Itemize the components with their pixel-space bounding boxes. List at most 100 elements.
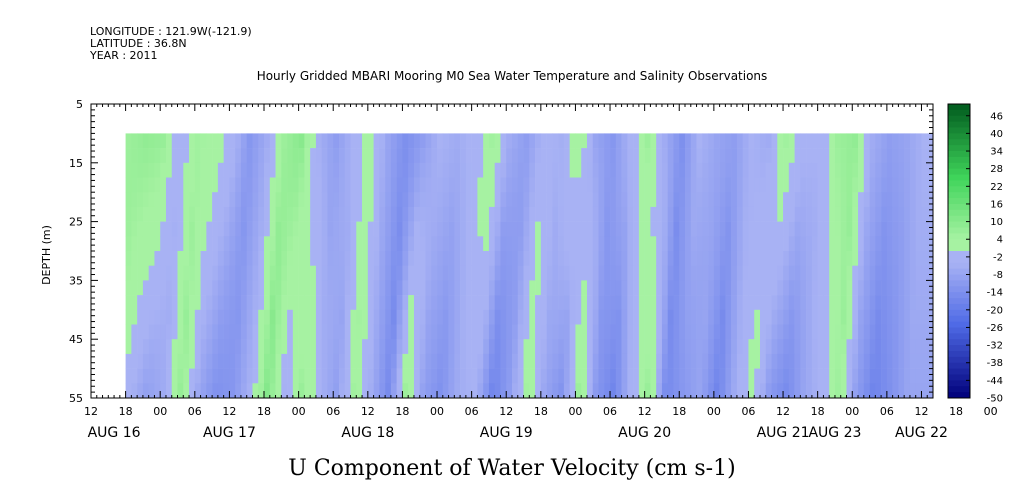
heatmap-cell [402,383,409,399]
heatmap-cell [229,368,236,384]
heatmap-cell [252,353,259,369]
heatmap-cell [736,236,743,252]
heatmap-cell [817,251,824,266]
heatmap-cell [823,148,830,164]
heatmap-cell [529,353,536,369]
heatmap-cell [881,148,888,164]
colorbar-segment [948,374,970,381]
heatmap-cell [794,221,801,237]
heatmap-cell [148,309,155,325]
heatmap-cell [840,221,847,237]
heatmap-cell [909,236,916,252]
heatmap-cell [189,295,196,311]
heatmap-cell [235,368,242,384]
heatmap-cell [419,339,426,355]
heatmap-cell [875,280,882,296]
x-hour-label: 06 [465,405,479,418]
heatmap-cell [448,221,455,237]
heatmap-cell [425,177,432,193]
heatmap-cell [909,148,916,164]
heatmap-cell [212,251,219,266]
heatmap-cell [610,177,617,193]
heatmap-cell [229,295,236,311]
heatmap-cell [287,177,294,193]
heatmap-cell [829,221,836,237]
heatmap-cell [834,383,842,399]
heatmap-cell [396,148,403,164]
heatmap-cell [258,339,265,355]
heatmap-cell [858,206,865,222]
heatmap-cell [742,251,749,266]
heatmap-cell [189,353,196,369]
heatmap-cell [154,236,161,252]
heatmap-cell [569,133,576,149]
heatmap-cell [627,265,634,281]
colorbar-segment [948,386,970,393]
heatmap-cell [448,309,455,325]
heatmap-cell [610,192,617,208]
heatmap-cell [840,309,847,325]
heatmap-cell [425,162,432,178]
heatmap-cell [512,324,519,340]
heatmap-cell [287,383,294,399]
colorbar-segment [948,251,970,258]
heatmap-cell [292,353,299,369]
heatmap-cell [304,192,311,208]
heatmap-cell [558,177,565,193]
heatmap-cell [327,177,334,193]
heatmap-cell [379,353,386,369]
heatmap-cell [627,383,634,399]
heatmap-cell [915,368,922,384]
heatmap-cell [881,309,888,325]
heatmap-cell [390,148,397,164]
colorbar-label: -38 [987,358,1003,369]
heatmap-cell [685,177,692,193]
heatmap-cell [310,148,317,164]
heatmap-cell [413,192,421,208]
heatmap-cell [558,324,565,340]
heatmap-cell [125,324,132,340]
heatmap-cell [811,353,818,369]
heatmap-cell [546,236,553,252]
heatmap-cell [402,236,409,252]
heatmap-cell [154,162,161,178]
heatmap-cell [269,192,276,208]
heatmap-cell [650,265,657,281]
heatmap-cell [569,295,576,311]
heatmap-cell [437,309,444,325]
heatmap-cell [517,133,524,149]
heatmap-cell [829,368,836,384]
heatmap-cell [708,368,715,384]
heatmap-cell [350,148,357,164]
heatmap-cell [633,162,640,178]
heatmap-cell [592,383,599,399]
heatmap-cell [546,192,553,208]
heatmap-cell [921,280,928,296]
heatmap-cell [644,295,651,311]
heatmap-cell [240,368,248,384]
heatmap-cell [177,251,184,266]
heatmap-cell [310,353,317,369]
heatmap-cell [569,339,576,355]
heatmap-cell [846,162,853,178]
heatmap-cell [892,148,899,164]
heatmap-cell [904,221,911,237]
heatmap-cell [552,133,559,149]
heatmap-cell [823,162,830,178]
heatmap-cell [563,265,570,281]
heatmap-cell [886,280,893,296]
heatmap-cell [610,309,617,325]
heatmap-cell [696,162,703,178]
heatmap-cell [875,339,882,355]
heatmap-cell [298,368,305,384]
heatmap-cell [748,353,755,369]
heatmap-cell [189,309,196,325]
heatmap-cell [748,206,755,222]
heatmap-cell [327,221,334,237]
heatmap-cell [771,206,778,222]
heatmap-cell [408,251,415,266]
heatmap-cell [281,236,288,252]
heatmap-cell [829,148,836,164]
heatmap-cell [131,353,138,369]
heatmap-cell [754,162,761,178]
